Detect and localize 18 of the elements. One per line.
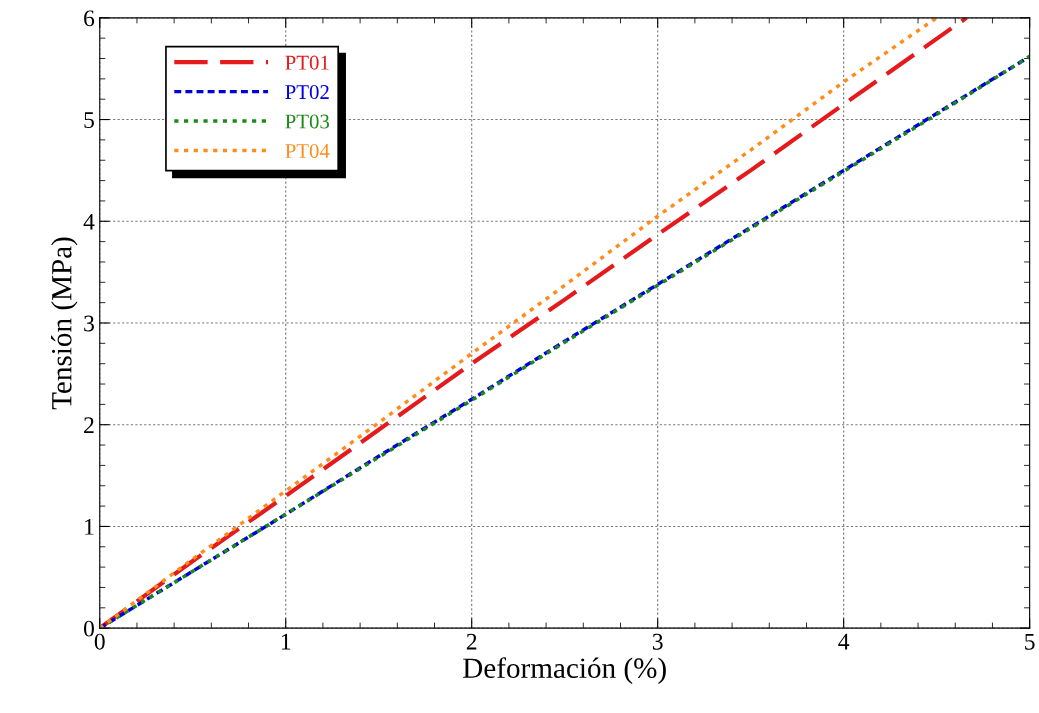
y-tick-label: 2 [84,417,94,433]
x-tick-label: 3 [652,633,663,650]
legend-label: PT01 [285,55,329,70]
y-tick-label: 4 [83,213,95,230]
y-tick-label: 0 [83,620,94,637]
x-tick-label: 5 [1025,633,1035,650]
legend-label: PT04 [285,143,330,158]
x-tick-label: 2 [466,633,477,650]
x-tick-label: 1 [281,633,291,650]
y-tick-label: 5 [84,112,94,128]
x-tick-label: 4 [838,633,850,650]
y-tick-label: 6 [84,10,95,27]
x-axis-title: Deformación (%) [463,657,666,684]
y-tick-label: 1 [85,519,94,535]
legend-label: PT02 [285,85,329,100]
y-axis-title: Tensión (MPa) [51,237,78,410]
y-tick-label: 3 [84,315,94,332]
legend-label: PT03 [285,114,330,129]
